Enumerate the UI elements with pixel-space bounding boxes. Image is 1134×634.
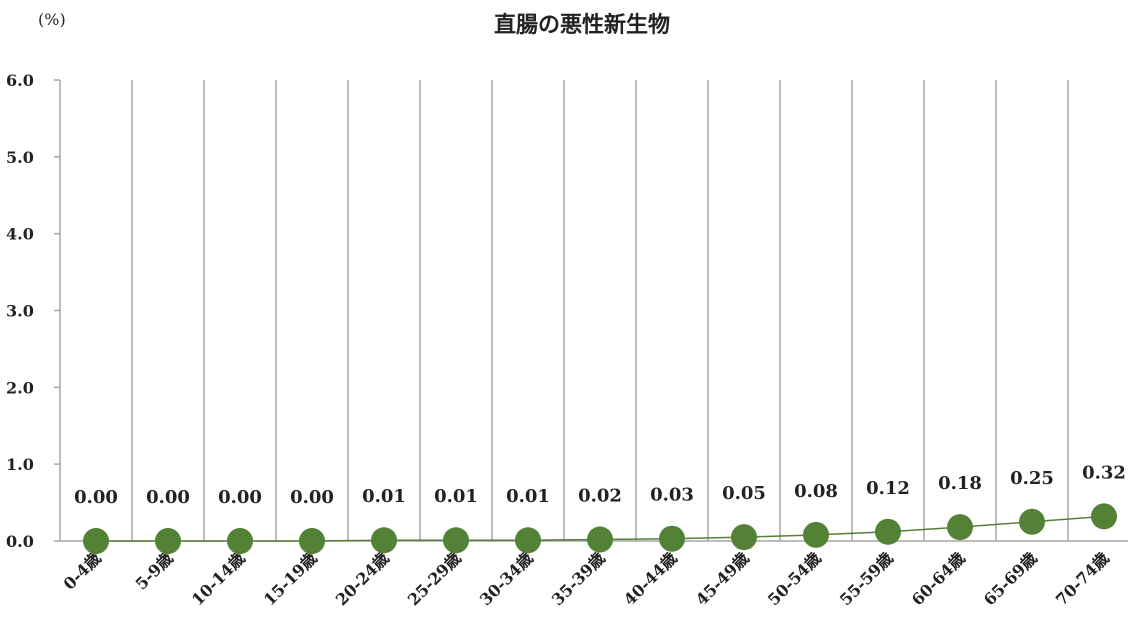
x-tick-label: 60-64歳 [908,548,969,609]
data-label: 0.02 [578,485,622,506]
x-tick-label: 0-4歳 [60,548,105,593]
x-tick-label: 25-29歳 [404,548,465,609]
data-point [227,528,253,554]
data-label: 0.00 [146,487,190,508]
x-tick-label: 50-54歳 [764,548,825,609]
y-tick-label: 1.0 [6,455,34,474]
data-point [875,518,901,545]
x-tick-label: 40-44歳 [620,548,681,609]
chart-title: 直腸の悪性新生物 [494,12,670,38]
data-point [1019,508,1045,535]
data-label: 0.00 [74,487,118,508]
x-tick-label: 5-9歳 [132,548,177,593]
data-label: 0.01 [434,486,478,507]
x-tick-label: 35-39歳 [548,548,609,609]
x-tick-label: 30-34歳 [476,548,537,609]
x-tick-label: 20-24歳 [332,548,393,609]
data-label: 0.01 [506,486,550,507]
y-tick-label: 4.0 [6,225,34,244]
y-axis: 0.0 1.0 2.0 3.0 4.0 5.0 6.0 [6,71,61,551]
data-label: 0.18 [938,473,982,494]
y-unit-label: (%) [38,10,66,29]
x-tick-label: 55-59歳 [836,548,897,609]
y-tick-label: 3.0 [6,302,34,321]
data-point [443,527,469,554]
data-point [659,525,685,552]
y-tick-label: 5.0 [6,148,34,167]
data-point [731,524,757,551]
y-tick-label: 6.0 [6,71,34,90]
x-tick-label: 10-14歳 [188,548,249,609]
x-tick-label: 70-74歳 [1052,548,1113,609]
data-label: 0.08 [794,481,838,502]
y-tick-label: 2.0 [6,378,34,397]
data-label: 0.01 [362,486,406,507]
data-point [587,526,613,553]
data-label: 0.32 [1082,462,1126,483]
data-label: 0.00 [290,487,334,508]
data-label: 0.05 [722,483,766,504]
data-point [515,527,541,554]
data-point [803,521,829,548]
data-label: 0.12 [866,478,910,499]
data-point [1091,503,1117,530]
x-tick-label: 65-69歳 [980,548,1041,609]
data-label: 0.00 [218,487,262,508]
data-point [155,528,181,554]
x-axis: 0-4歳 5-9歳 10-14歳 15-19歳 20-24歳 25-29歳 30-34歳 35… [60,540,1128,609]
data-labels: 0.00 0.00 0.00 0.00 0.01 0.01 0.01 0.02 0.03 0.05… [74,462,1126,508]
data-point [83,528,109,554]
y-tick-label: 0.0 [6,532,34,551]
data-label: 0.25 [1010,468,1054,489]
x-tick-label: 45-49歳 [692,548,753,609]
grid-lines [131,80,1069,541]
data-point [947,514,973,541]
data-label: 0.03 [650,485,694,506]
x-tick-label: 15-19歳 [260,548,321,609]
data-point [371,527,397,554]
data-point [299,528,325,554]
series-line-group [83,503,1117,554]
